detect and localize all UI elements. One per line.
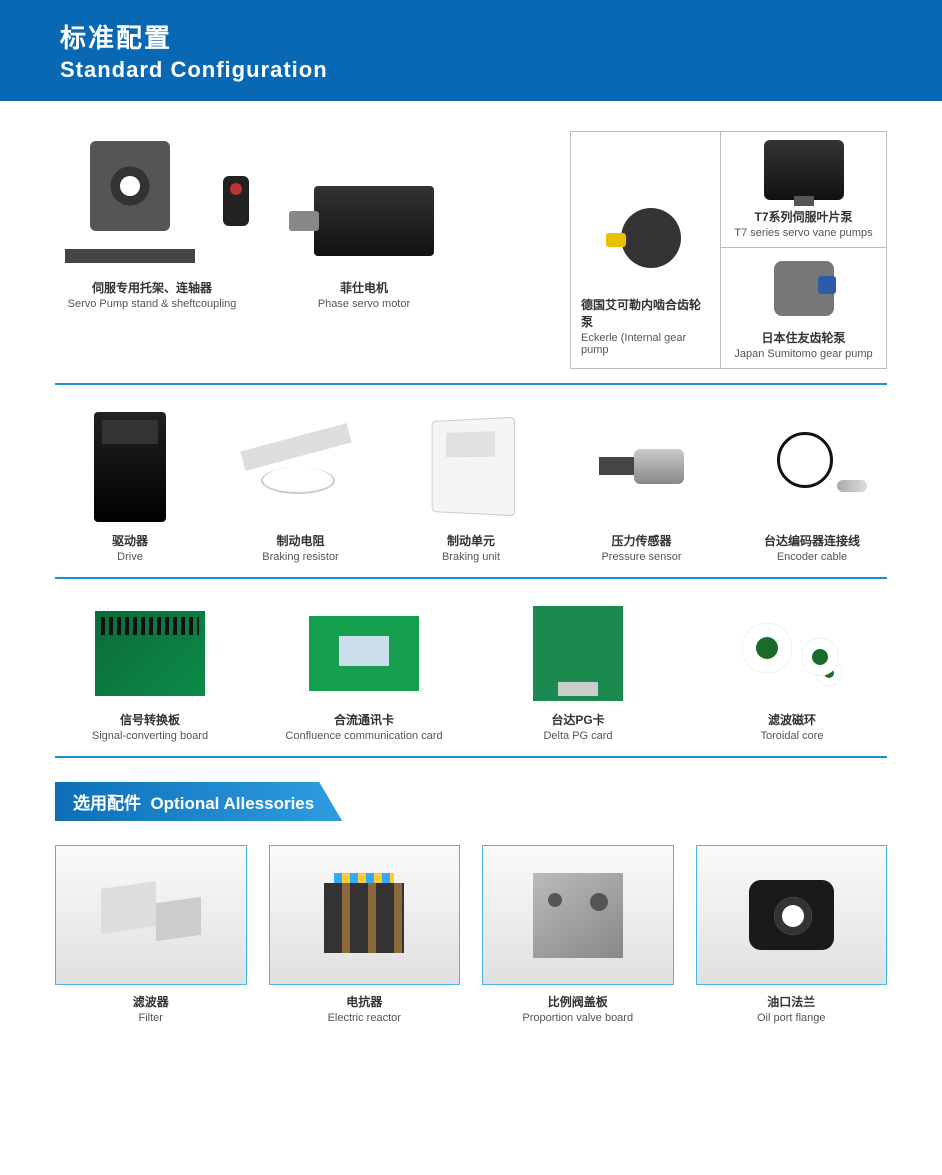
reactor-image <box>269 845 461 985</box>
item-encoder-cable: 台达编码器连接线 Encoder cable <box>737 409 887 563</box>
item-oil-flange: 油口法兰 Oil port flange <box>696 845 888 1024</box>
header-title-cn: 标准配置 <box>60 18 882 55</box>
item-eckerle-pump: 德国艾可勒内啮合齿轮泵 Eckerle (Internal gear pump <box>571 132 721 368</box>
sumitomo-image <box>764 256 844 321</box>
pressure-label-cn: 压力传感器 <box>611 532 671 549</box>
item-confluence-card: 合流通讯卡 Confluence communication card <box>269 603 459 742</box>
unit-label-en: Braking unit <box>442 551 500 563</box>
encoder-image <box>752 409 872 524</box>
optional-header: 选用配件 Optional Allessories <box>55 782 887 821</box>
encoder-label-en: Encoder cable <box>777 551 847 563</box>
confluence-label-en: Confluence communication card <box>285 730 442 742</box>
flange-label-cn: 油口法兰 <box>767 993 815 1010</box>
config-row-2: 驱动器 Drive 制动电阻 Braking resistor 制动单元 Bra… <box>55 409 887 563</box>
main-items: 伺服专用托架、连轴器 Servo Pump stand & sheftcoupl… <box>55 131 444 310</box>
resistor-label-cn: 制动电阻 <box>276 532 324 549</box>
toroid-label-cn: 滤波磁环 <box>768 711 816 728</box>
servo-motor-image <box>284 171 444 271</box>
t7-label-en: T7 series servo vane pumps <box>734 227 872 239</box>
eckerle-image <box>601 198 691 288</box>
pump-options-box: 德国艾可勒内啮合齿轮泵 Eckerle (Internal gear pump … <box>570 131 887 369</box>
encoder-label-cn: 台达编码器连接线 <box>764 532 860 549</box>
item-sumitomo-pump: 日本住友齿轮泵 Japan Sumitomo gear pump <box>721 248 886 368</box>
eckerle-label-cn: 德国艾可勒内啮合齿轮泵 <box>581 296 710 330</box>
pressure-image <box>599 409 684 524</box>
toroid-image <box>737 603 847 703</box>
item-valve-board: 比例阀盖板 Proportion valve board <box>482 845 674 1024</box>
valve-label-en: Proportion valve board <box>522 1012 633 1024</box>
valve-image <box>482 845 674 985</box>
divider-3 <box>55 756 887 758</box>
item-pg-card: 台达PG卡 Delta PG card <box>483 603 673 742</box>
header-title-en: Standard Configuration <box>60 57 882 83</box>
unit-label-cn: 制动单元 <box>447 532 495 549</box>
pump-stand-label-en: Servo Pump stand & sheftcoupling <box>68 298 237 310</box>
content-area: 伺服专用托架、连轴器 Servo Pump stand & sheftcoupl… <box>0 101 942 1044</box>
drive-label-en: Drive <box>117 551 143 563</box>
drive-label-cn: 驱动器 <box>112 532 148 549</box>
resistor-image <box>241 409 361 524</box>
page-header: 标准配置 Standard Configuration <box>0 0 942 101</box>
pump-stack: T7系列伺服叶片泵 T7 series servo vane pumps 日本住… <box>721 132 886 368</box>
item-drive: 驱动器 Drive <box>55 409 205 563</box>
sumitomo-label-cn: 日本住友齿轮泵 <box>761 329 845 346</box>
divider-1 <box>55 383 887 385</box>
flange-image <box>696 845 888 985</box>
flange-label-en: Oil port flange <box>757 1012 825 1024</box>
servo-motor-label-cn: 菲仕电机 <box>340 279 388 296</box>
item-toroidal-core: 滤波磁环 Toroidal core <box>697 603 887 742</box>
item-signal-board: 信号转换板 Signal-converting board <box>55 603 245 742</box>
t7-label-cn: T7系列伺服叶片泵 <box>754 208 852 225</box>
t7-image <box>764 140 844 200</box>
filter-image <box>55 845 247 985</box>
eckerle-label-en: Eckerle (Internal gear pump <box>581 332 710 356</box>
signal-image <box>95 603 205 703</box>
pg-label-cn: 台达PG卡 <box>551 711 604 728</box>
item-filter: 滤波器 Filter <box>55 845 247 1024</box>
drive-image <box>94 409 166 524</box>
reactor-label-en: Electric reactor <box>328 1012 401 1024</box>
item-pressure-sensor: 压力传感器 Pressure sensor <box>567 409 717 563</box>
item-servo-motor: 菲仕电机 Phase servo motor <box>284 171 444 310</box>
pump-stand-label-cn: 伺服专用托架、连轴器 <box>92 279 212 296</box>
unit-image <box>429 409 514 524</box>
item-braking-unit: 制动单元 Braking unit <box>396 409 546 563</box>
pump-stand-image <box>55 131 249 271</box>
divider-2 <box>55 577 887 579</box>
optional-tab: 选用配件 Optional Allessories <box>55 782 342 821</box>
config-row-1: 伺服专用托架、连轴器 Servo Pump stand & sheftcoupl… <box>55 131 887 369</box>
signal-label-en: Signal-converting board <box>92 730 208 742</box>
optional-title-en: Optional Allessories <box>150 794 314 813</box>
config-row-3: 信号转换板 Signal-converting board 合流通讯卡 Conf… <box>55 603 887 742</box>
signal-label-cn: 信号转换板 <box>120 711 180 728</box>
pg-image <box>533 603 623 703</box>
sumitomo-label-en: Japan Sumitomo gear pump <box>734 348 872 360</box>
item-pump-stand: 伺服专用托架、连轴器 Servo Pump stand & sheftcoupl… <box>55 131 249 310</box>
resistor-label-en: Braking resistor <box>262 551 338 563</box>
servo-motor-label-en: Phase servo motor <box>318 298 410 310</box>
confluence-label-cn: 合流通讯卡 <box>334 711 394 728</box>
confluence-image <box>309 603 419 703</box>
optional-row: 滤波器 Filter 电抗器 Electric reactor 比例阀盖板 Pr… <box>55 845 887 1024</box>
pressure-label-en: Pressure sensor <box>601 551 681 563</box>
filter-label-en: Filter <box>139 1012 163 1024</box>
optional-title-cn: 选用配件 <box>73 794 141 813</box>
item-reactor: 电抗器 Electric reactor <box>269 845 461 1024</box>
item-t7-vane-pump: T7系列伺服叶片泵 T7 series servo vane pumps <box>721 132 886 248</box>
reactor-label-cn: 电抗器 <box>346 993 382 1010</box>
item-braking-resistor: 制动电阻 Braking resistor <box>226 409 376 563</box>
pg-label-en: Delta PG card <box>543 730 612 742</box>
valve-label-cn: 比例阀盖板 <box>548 993 608 1010</box>
toroid-label-en: Toroidal core <box>761 730 824 742</box>
filter-label-cn: 滤波器 <box>133 993 169 1010</box>
